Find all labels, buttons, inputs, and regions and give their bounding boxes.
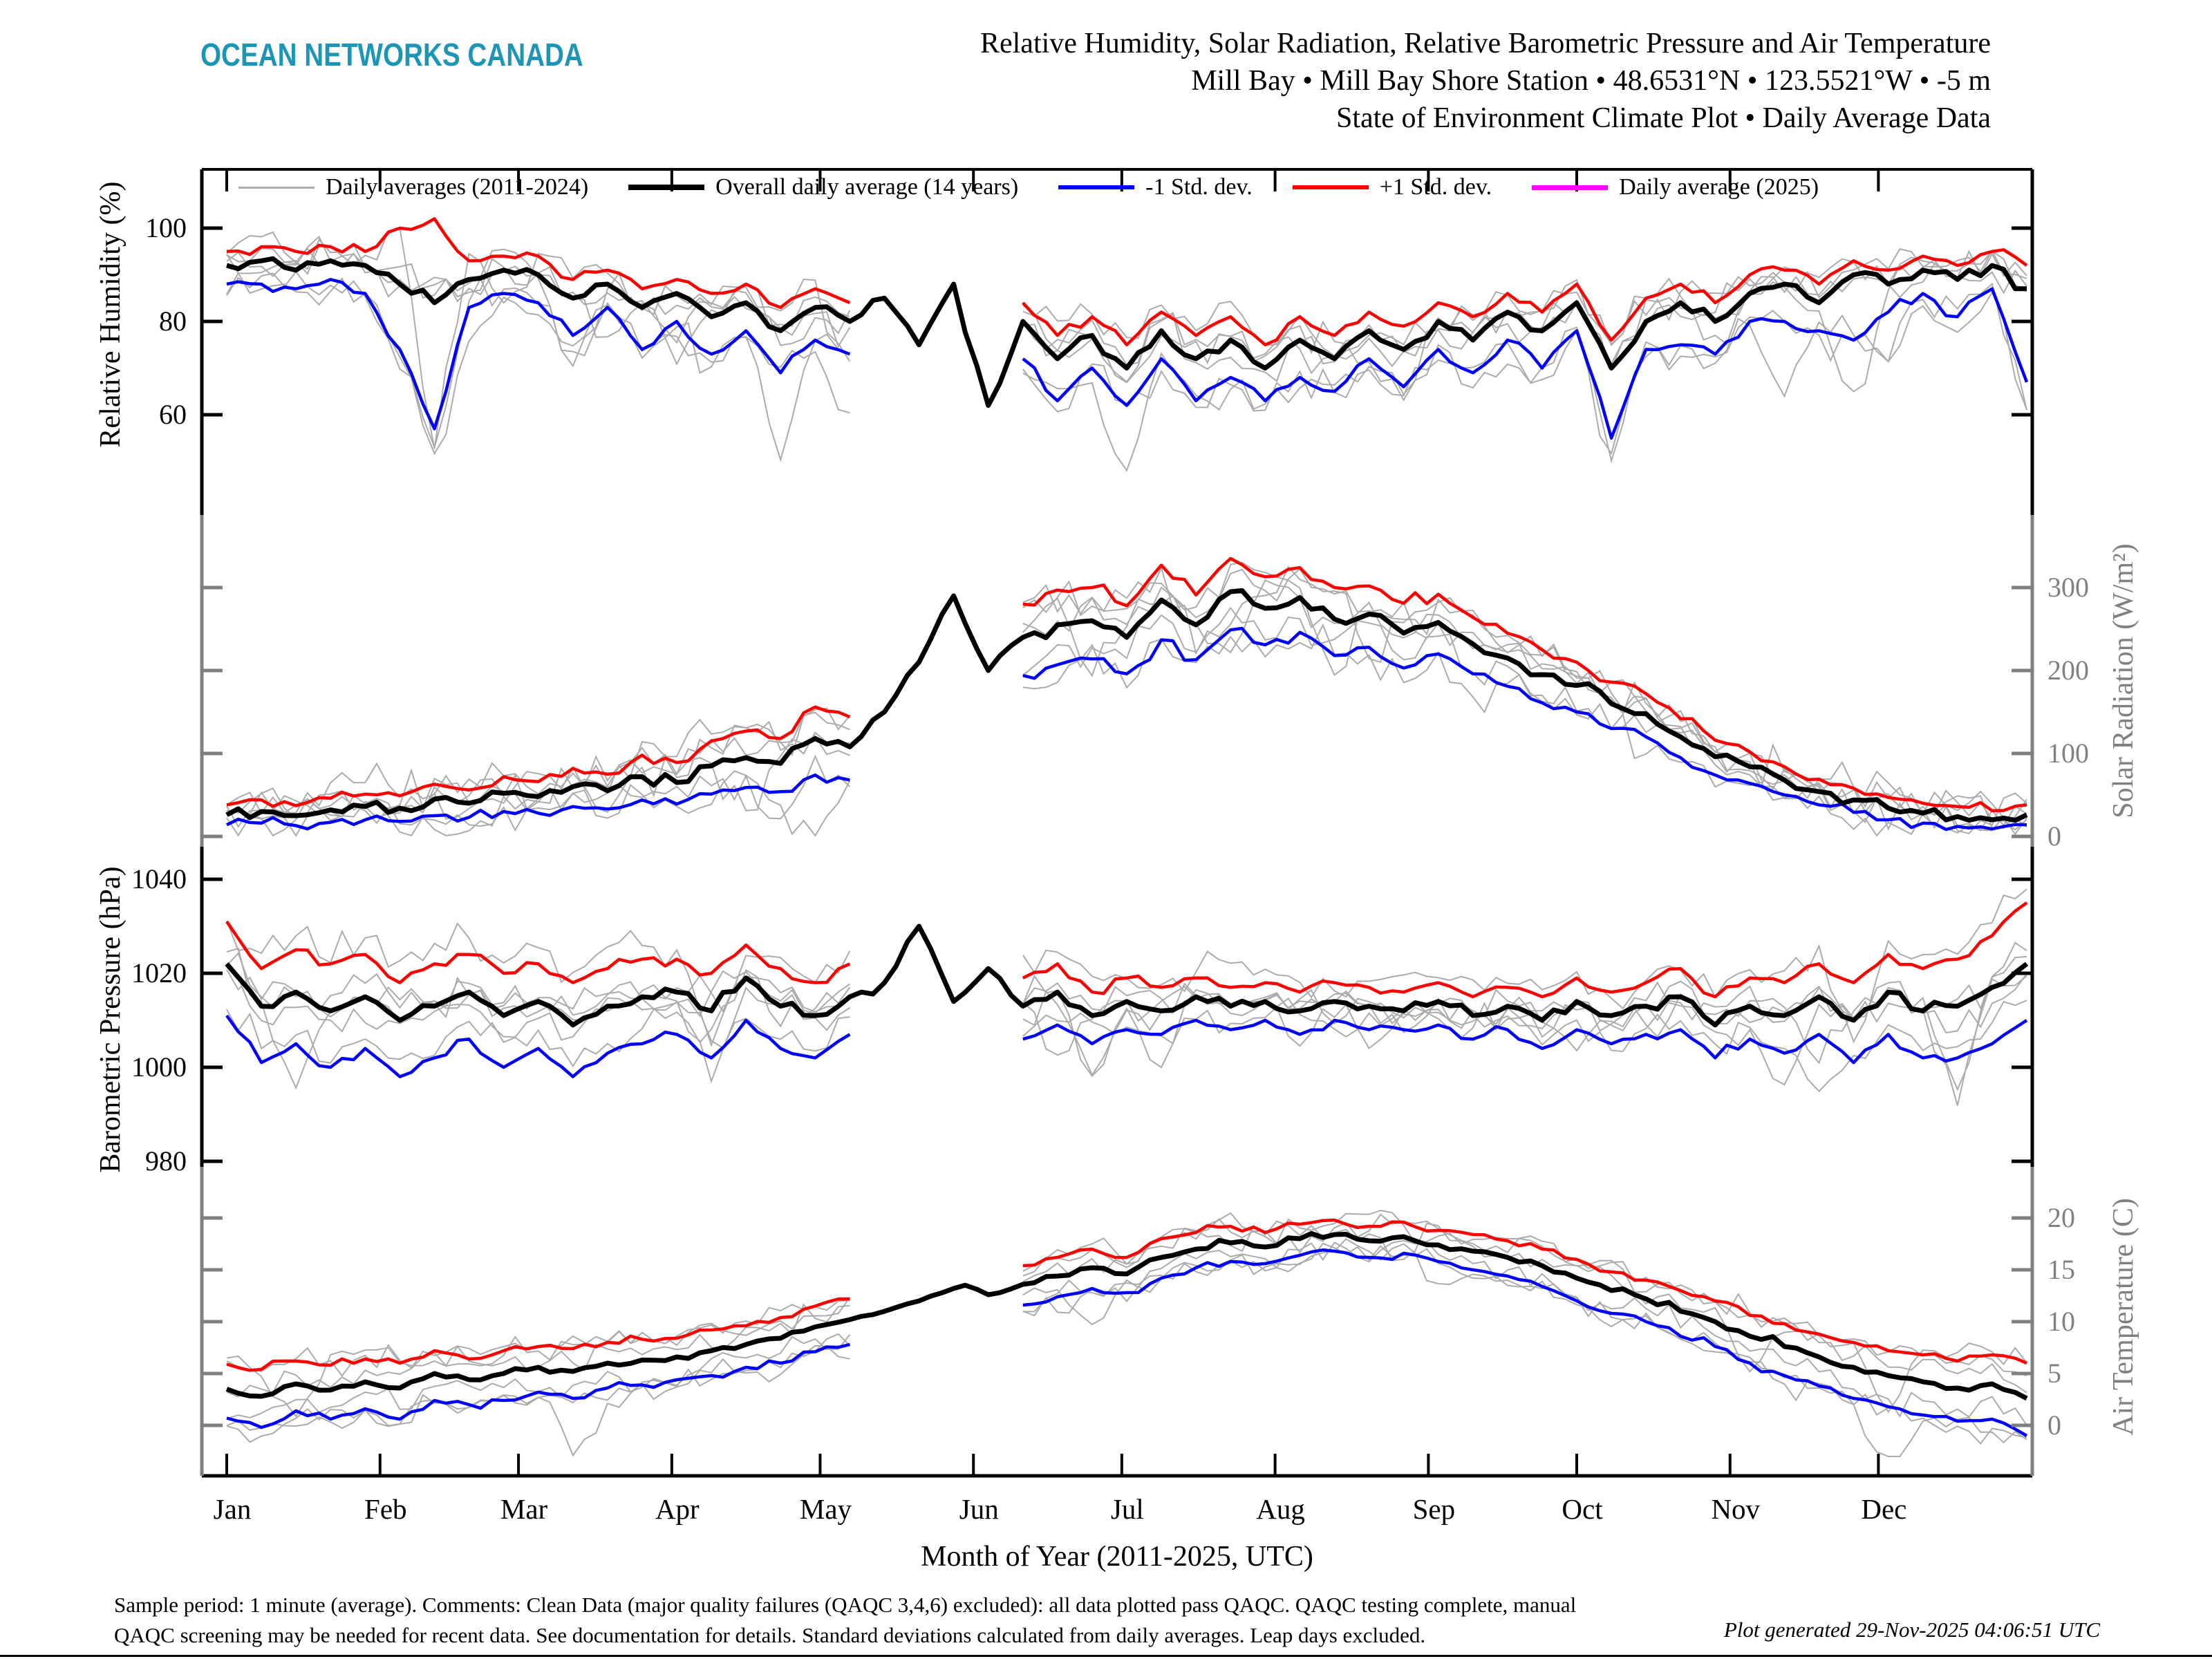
pressure-tick-label: 1040: [131, 863, 187, 894]
humidity-minus1std-line: [226, 278, 2029, 440]
pressure-year-line: [226, 941, 2027, 1091]
solar-tick-label: 0: [2047, 821, 2061, 852]
legend-item-4: Daily average (2025): [1532, 174, 1819, 200]
legend-label: +1 Std. dev.: [1379, 174, 1492, 200]
legend-item-3: +1 Std. dev.: [1292, 174, 1492, 200]
plot-title: Relative Humidity, Solar Radiation, Rela…: [980, 28, 1991, 59]
solar-year-line: [226, 606, 2027, 837]
temperature-year-line: [226, 1238, 2027, 1457]
pressure-year-line: [226, 952, 2027, 1038]
month-tick-label-jan: Jan: [214, 1493, 252, 1525]
humidity-tick-label: 60: [159, 399, 187, 430]
solar-minus1std-line: [226, 626, 2027, 832]
plot-axes: 1008060300200100010401020100098020151050…: [131, 168, 2089, 1525]
plot-subtitle-station: Mill Bay • Mill Bay Shore Station • 48.6…: [1191, 65, 1991, 97]
temperature-tick-label: 5: [2047, 1358, 2061, 1389]
plot-subtitle-type: State of Environment Climate Plot • Dail…: [1335, 102, 1991, 134]
y-axis-label-barometric-pressure: Barometric Pressure (hPa): [95, 866, 126, 1173]
plot-footer-comments: Sample period: 1 minute (average). Comme…: [114, 1590, 1576, 1651]
month-tick-label-feb: Feb: [364, 1493, 407, 1525]
pressure-year-line: [226, 1000, 2027, 1093]
legend-item-1: Overall daily average (14 years): [628, 174, 1018, 200]
month-tick-label-aug: Aug: [1256, 1493, 1305, 1525]
humidity-plus1std-line: [226, 217, 2028, 347]
solar-year-line: [226, 561, 2027, 832]
page-bottom-rule: [0, 1655, 2212, 1657]
temperature-tick-label: 0: [2047, 1409, 2061, 1441]
legend-item-0: Daily averages (2011-2024): [238, 174, 588, 200]
month-tick-label-may: May: [800, 1493, 852, 1525]
legend-line-sample: [238, 186, 315, 189]
onc-logo: OCEAN NETWORKS CANADA: [200, 37, 583, 73]
temperature-tick-label: 10: [2047, 1306, 2075, 1337]
pressure-tick-label: 1020: [131, 957, 187, 988]
legend-label: -1 Std. dev.: [1145, 174, 1253, 200]
month-tick-label-nov: Nov: [1711, 1493, 1760, 1525]
temperature-mean-line: [225, 1230, 2028, 1401]
pressure-mean-line: [225, 924, 2029, 1028]
temperature-plus1std-line: [226, 1218, 2027, 1372]
month-tick-label-apr: Apr: [655, 1493, 700, 1525]
legend-item-2: -1 Std. dev.: [1058, 174, 1253, 200]
humidity-mean-line: [226, 256, 2027, 408]
temperature-year-line: [226, 1220, 2027, 1398]
pressure-year-line: [226, 966, 2027, 1086]
month-tick-label-jul: Jul: [1111, 1493, 1144, 1525]
legend-line-sample: [1292, 185, 1369, 189]
month-tick-label-jun: Jun: [959, 1493, 999, 1525]
pressure-year-line: [226, 969, 2027, 1106]
plot-legend: Daily averages (2011-2024) Overall daily …: [238, 174, 1819, 200]
temperature-year-line: [226, 1210, 2027, 1414]
x-axis-label: Month of Year (2011-2025, UTC): [921, 1541, 1313, 1573]
plot-series-group: [225, 217, 2029, 1457]
legend-line-sample: [1058, 185, 1135, 189]
plot-generated-timestamp: Plot generated 29-Nov-2025 04:06:51 UTC: [1723, 1618, 2100, 1642]
y-axis-label-air-temperature: Air Temperature (C): [2108, 1198, 2139, 1436]
pressure-tick-label: 980: [145, 1145, 187, 1177]
solar-tick-label: 300: [2047, 572, 2089, 603]
pressure-minus1std-line: [225, 1014, 2028, 1078]
temperature-minus1std-line: [226, 1248, 2028, 1437]
plot-title-block: Relative Humidity, Solar Radiation, Rela…: [980, 25, 1991, 137]
humidity-tick-label: 80: [159, 306, 187, 337]
temperature-year-line: [226, 1239, 2027, 1426]
legend-line-sample: [628, 185, 705, 190]
month-tick-label-dec: Dec: [1861, 1493, 1906, 1525]
footer-line-2: QAQC screening may be needed for recent …: [114, 1623, 1426, 1647]
legend-label: Overall daily average (14 years): [715, 174, 1019, 200]
pressure-plus1std-line: [225, 901, 2028, 999]
humidity-year-line: [226, 227, 2027, 449]
solar-plus1std-line: [226, 556, 2027, 813]
temperature-year-line: [226, 1212, 2027, 1418]
humidity-year-line: [226, 245, 2027, 368]
temperature-tick-label: 20: [2047, 1202, 2075, 1233]
humidity-year-line: [226, 238, 2027, 383]
legend-line-sample: [1532, 185, 1609, 190]
month-tick-label-oct: Oct: [1562, 1493, 1603, 1525]
pressure-tick-label: 1000: [131, 1051, 187, 1082]
solar-year-line: [226, 579, 2027, 836]
y-axis-label-solar-radiation: Solar Radiation (W/m²): [2108, 543, 2139, 818]
month-tick-label-mar: Mar: [500, 1493, 548, 1525]
y-axis-label-relative-humidity: Relative Humidity (%): [95, 181, 126, 448]
month-tick-label-sep: Sep: [1413, 1493, 1456, 1525]
humidity-tick-label: 100: [145, 212, 187, 243]
legend-label: Daily averages (2011-2024): [326, 174, 589, 200]
humidity-year-line: [226, 270, 2027, 472]
solar-tick-label: 100: [2047, 738, 2089, 769]
legend-label: Daily average (2025): [1619, 174, 1819, 200]
solar-tick-label: 200: [2047, 655, 2089, 686]
footer-line-1: Sample period: 1 minute (average). Comme…: [114, 1593, 1577, 1617]
temperature-tick-label: 15: [2047, 1254, 2075, 1285]
solar-mean-line: [225, 588, 2028, 823]
